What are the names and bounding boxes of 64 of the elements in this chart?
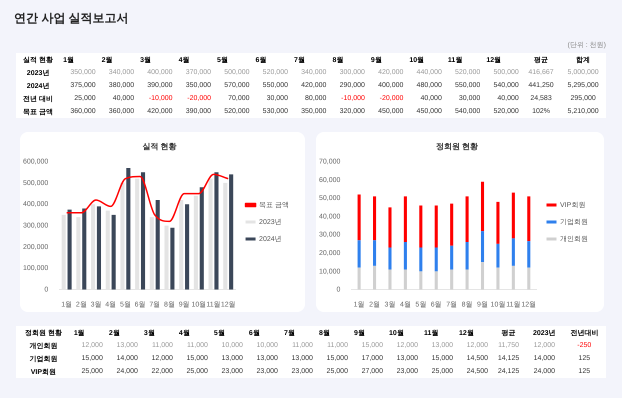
chart-title: 연간 사업 실적보고서 xyxy=(14,10,129,27)
bar xyxy=(466,242,469,270)
bar xyxy=(179,200,184,290)
line-series xyxy=(66,174,229,222)
bar xyxy=(527,196,530,242)
bar xyxy=(358,268,361,290)
bar xyxy=(112,214,116,290)
bar xyxy=(223,182,228,290)
bar xyxy=(512,238,515,266)
bar xyxy=(480,231,484,262)
bar xyxy=(229,174,234,290)
bar xyxy=(434,248,438,272)
bar xyxy=(373,196,376,240)
bar xyxy=(450,269,454,290)
bar xyxy=(358,194,361,240)
bar xyxy=(466,269,469,290)
bar xyxy=(419,248,422,272)
bar xyxy=(82,208,86,290)
bar xyxy=(185,204,190,290)
bar xyxy=(62,214,66,290)
bar xyxy=(480,262,484,290)
bar xyxy=(373,240,376,266)
bar xyxy=(106,210,110,290)
chart-title: 실적 현황 xyxy=(142,142,177,152)
bar xyxy=(404,196,407,242)
bar xyxy=(450,204,454,246)
bar xyxy=(466,196,469,242)
bar xyxy=(91,204,96,290)
bar xyxy=(419,205,422,248)
bar xyxy=(496,202,500,244)
bar xyxy=(68,210,72,290)
bar xyxy=(150,217,154,290)
bar xyxy=(480,182,484,232)
bar xyxy=(404,242,407,270)
bar xyxy=(194,196,198,290)
bar xyxy=(373,266,376,290)
bar xyxy=(512,192,515,238)
bar xyxy=(434,271,438,290)
bar xyxy=(164,226,169,290)
bar xyxy=(358,240,361,268)
bar xyxy=(200,187,204,290)
bar xyxy=(140,172,146,290)
bar xyxy=(496,268,500,290)
bar xyxy=(214,172,219,290)
bar xyxy=(388,207,392,248)
bar xyxy=(76,217,80,290)
bar xyxy=(496,244,500,268)
bar xyxy=(434,205,438,248)
chart-title: 정회원 현황 xyxy=(436,142,478,152)
bar xyxy=(170,228,174,290)
bar xyxy=(388,248,392,270)
bar xyxy=(512,266,515,290)
bar xyxy=(156,200,160,290)
bar xyxy=(527,241,530,268)
bar xyxy=(419,271,422,290)
bar xyxy=(388,269,392,290)
bar xyxy=(96,206,102,290)
bar xyxy=(527,268,530,290)
bar xyxy=(120,182,125,290)
bar xyxy=(450,246,454,270)
bar xyxy=(208,178,213,290)
bar xyxy=(135,178,140,290)
bar xyxy=(404,269,407,290)
bar xyxy=(126,168,130,290)
